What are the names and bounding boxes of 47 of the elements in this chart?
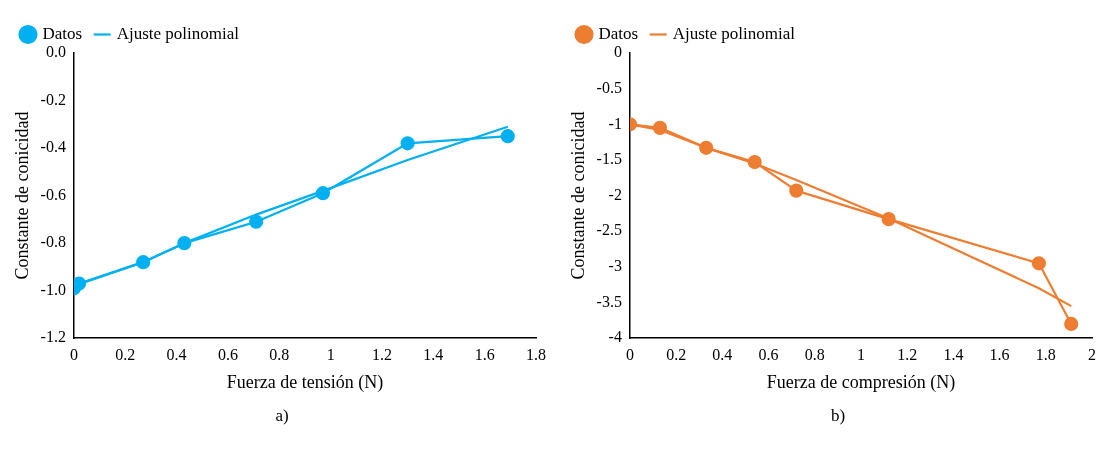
x-axis-title: Fuerza de tensión (N): [226, 371, 384, 393]
y-tick-label: -0.8: [40, 233, 66, 251]
x-tick-label: 0.4: [712, 346, 733, 363]
y-tick-label: -3.5: [596, 292, 622, 310]
x-tick-label: 0.6: [758, 346, 779, 363]
y-tick-label: -0.2: [40, 90, 66, 108]
x-tick-label: 0.2: [115, 346, 136, 363]
x-tick-label: 1.2: [897, 346, 918, 363]
y-tick-label: -2: [608, 185, 622, 203]
x-tick-label: 1.2: [371, 346, 392, 363]
y-axis-title: Constante de conicidad: [11, 111, 32, 280]
x-tick-label: 0.4: [166, 346, 187, 363]
x-tick-label: 1: [856, 346, 865, 363]
x-tick-label: 1.4: [943, 346, 964, 363]
legend-label: Ajuste polinomial: [116, 23, 240, 43]
y-tick-label: 0: [613, 43, 622, 61]
y-tick-label: -2.5: [596, 221, 622, 239]
y-tick-label: -1: [608, 114, 622, 132]
x-tick-label: 1.6: [474, 346, 495, 363]
x-tick-label: 1.4: [423, 346, 444, 363]
x-tick-label: 0.2: [666, 346, 687, 363]
x-axis-title: Fuerza de compresión (N): [766, 371, 956, 393]
x-tick-label: 1.8: [1035, 346, 1056, 363]
x-tick-label: 0.8: [804, 346, 825, 363]
x-tick-label: 0.6: [217, 346, 238, 363]
y-axis-title: Constante de conicidad: [567, 111, 588, 280]
y-tick-label: -1.5: [596, 150, 622, 168]
y-tick-label: -0.6: [40, 185, 66, 203]
legend-label: Ajuste polinomial: [672, 23, 796, 43]
legend-label: Datos: [598, 23, 639, 43]
x-tick-label: 1: [326, 346, 335, 363]
legend-label: Datos: [42, 23, 83, 43]
y-tick-label: -0.5: [596, 78, 622, 96]
x-tick-label: 1.8: [526, 346, 546, 363]
y-tick-label: -0.4: [40, 138, 66, 156]
text: a): [274, 406, 290, 426]
x-tick-label: 0.8: [269, 346, 290, 363]
y-tick-label: 0.0: [45, 43, 66, 61]
text: b): [829, 406, 847, 426]
y-tick-label: -1.0: [40, 280, 66, 298]
y-tick-label: -3: [608, 257, 622, 275]
y-tick-label: -1.2: [40, 328, 66, 346]
x-tick-label: 0: [69, 346, 78, 363]
y-tick-label: -4: [608, 328, 622, 346]
x-tick-label: 1.6: [989, 346, 1010, 363]
x-tick-label: 0: [625, 346, 634, 363]
x-tick-label: 2: [1088, 346, 1096, 363]
